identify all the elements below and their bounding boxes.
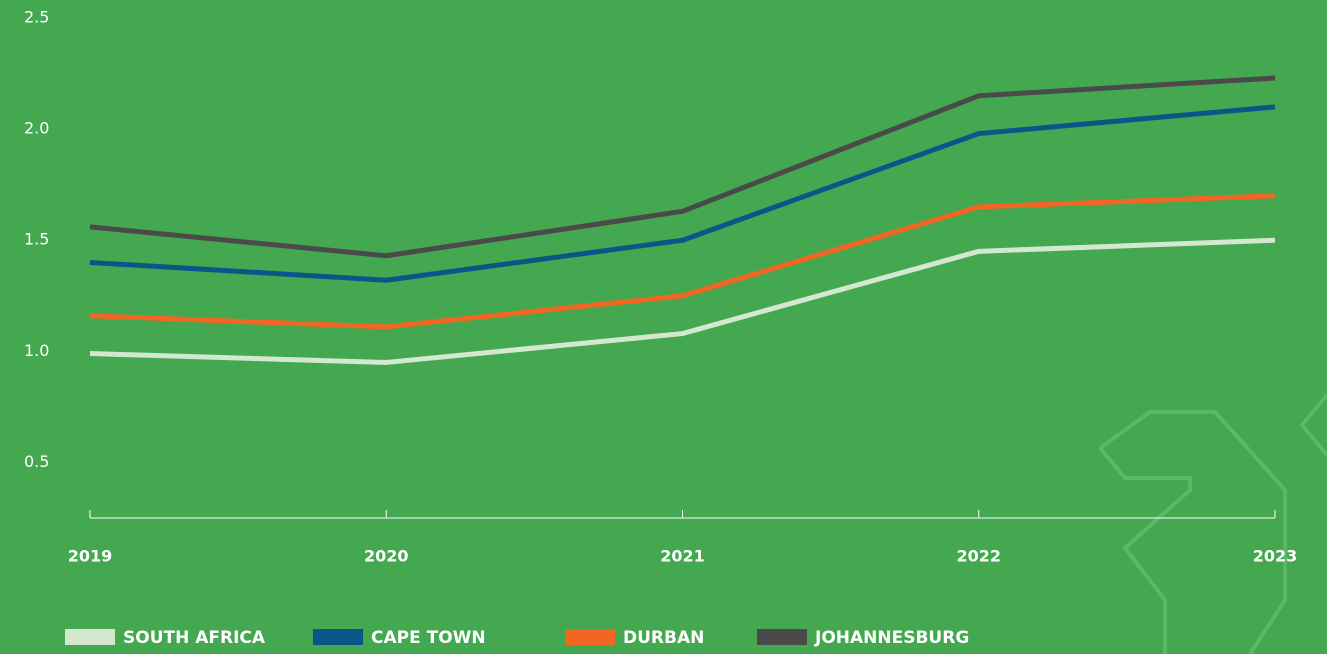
legend-swatch <box>65 629 115 645</box>
legend-label: CAPE TOWN <box>371 628 486 648</box>
series-line <box>89 104 1276 283</box>
legend-label: SOUTH AFRICA <box>123 628 266 648</box>
legend-label: JOHANNESBURG <box>814 628 969 648</box>
x-tick-label: 2019 <box>68 547 113 566</box>
x-tick-label: 2023 <box>1253 547 1298 566</box>
x-tick-label: 2021 <box>660 547 705 566</box>
legend-label: DURBAN <box>623 628 704 648</box>
series-line <box>89 193 1276 330</box>
y-tick-label: 1.5 <box>24 230 49 249</box>
y-tick-label: 1.0 <box>24 341 49 360</box>
series-line <box>89 75 1276 259</box>
decoration <box>1098 393 1327 654</box>
y-tick-label: 0.5 <box>24 452 49 471</box>
y-tick-label: 2.5 <box>24 8 49 27</box>
x-tick-label: 2020 <box>364 547 409 566</box>
x-tick-label: 2022 <box>956 547 1001 566</box>
legend-swatch <box>313 629 363 645</box>
y-tick-label: 2.0 <box>24 119 49 138</box>
legend-swatch <box>565 629 615 645</box>
legend-swatch <box>757 629 807 645</box>
series-line <box>89 237 1276 365</box>
